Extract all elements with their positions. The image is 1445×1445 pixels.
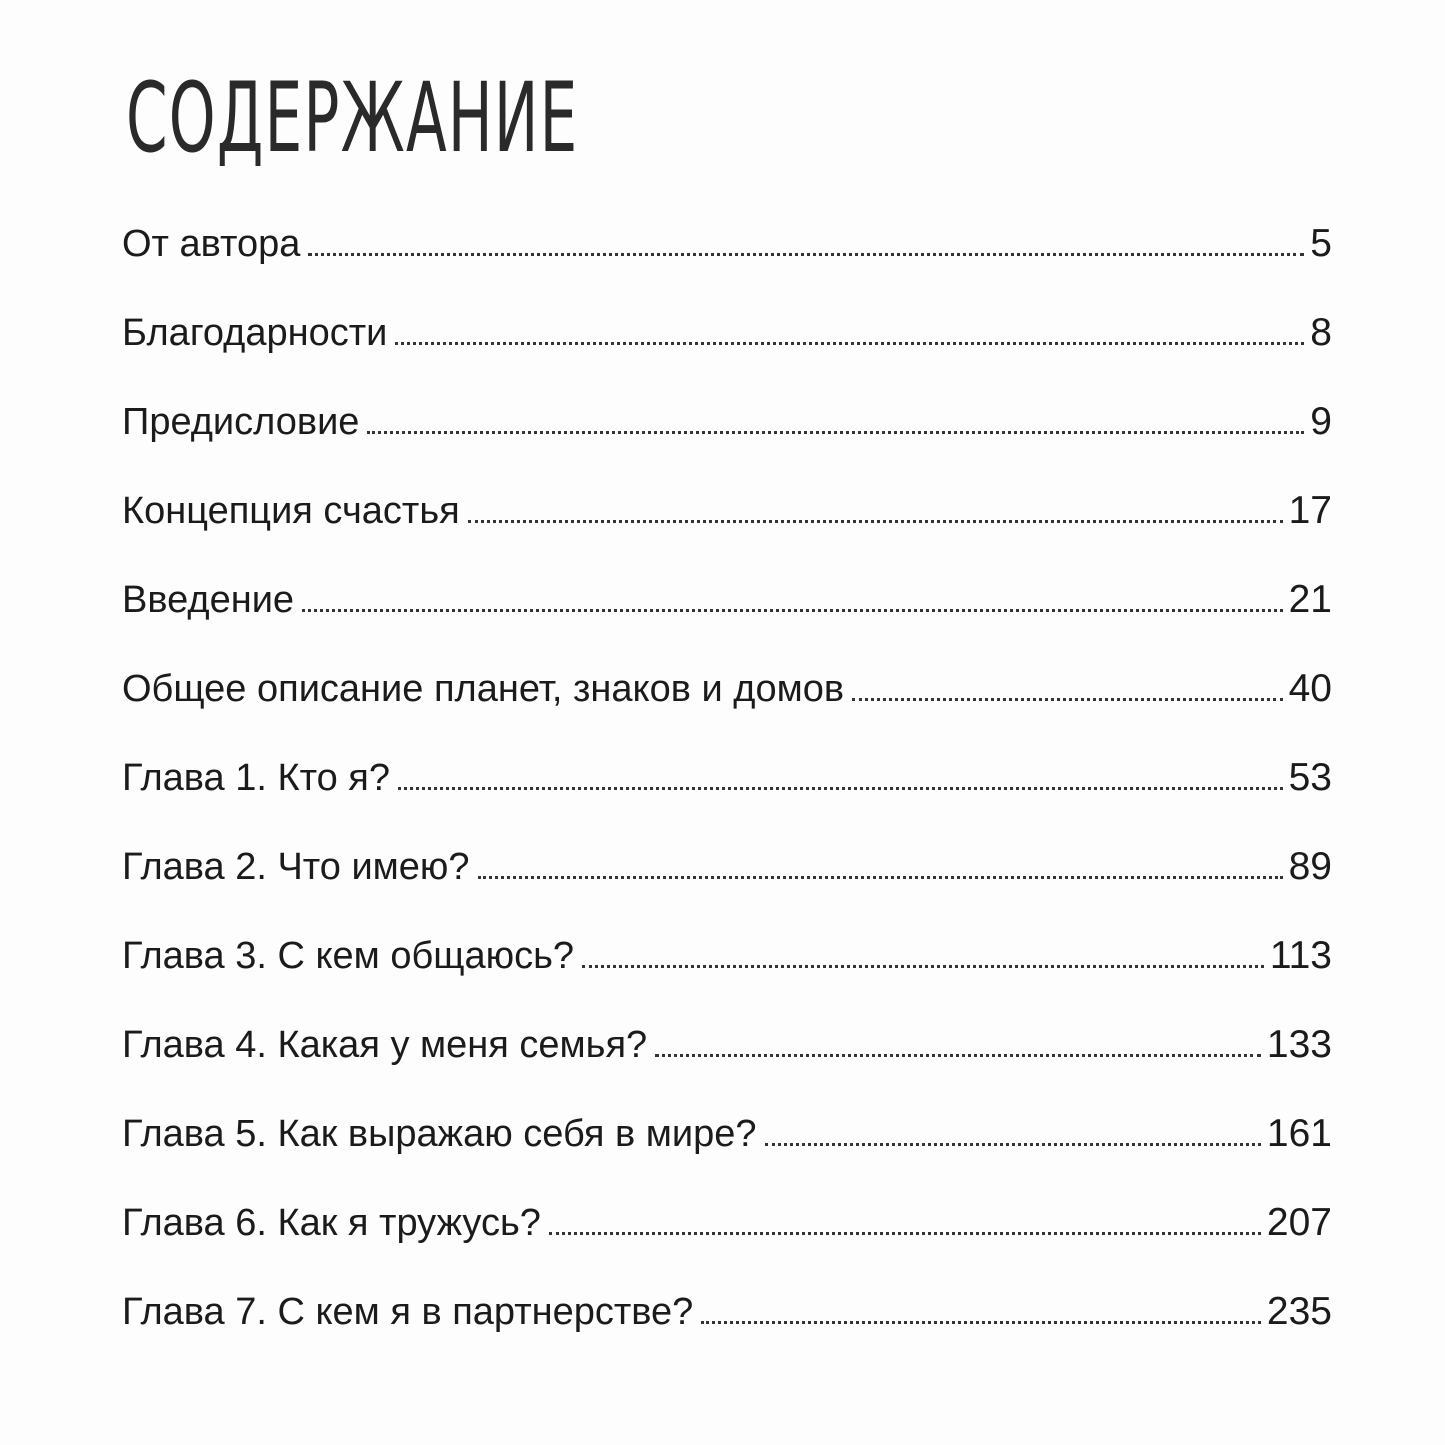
toc-entry-page: 53 [1288,756,1332,799]
page-title: СОДЕРЖАНИЕ [126,62,579,174]
toc-entry: Глава 2. Что имею? 89 [122,845,1332,934]
dot-leader [367,431,1305,434]
toc-entry: Общее описание планет, знаков и домов 40 [122,667,1332,756]
dot-leader [852,698,1283,701]
toc-entry: Предисловие 9 [122,400,1332,489]
toc-entry-page: 17 [1288,489,1332,532]
toc-entry: Глава 7. С кем я в партнерстве? 235 [122,1290,1332,1379]
toc-entry-title: Введение [122,579,295,621]
dot-leader [397,787,1283,790]
toc-entry-page: 235 [1266,1290,1332,1333]
toc-entry-title: Глава 5. Как выражаю себя в мире? [122,1113,757,1155]
dot-leader [655,1054,1261,1057]
toc-entry-title: Общее описание планет, знаков и домов [122,668,845,710]
dot-leader [395,342,1305,345]
toc-entry: Благодарности 8 [122,311,1332,400]
toc-entry-page: 89 [1288,845,1332,888]
toc-entry-title: Концепция счастья [122,490,460,532]
dot-leader [477,876,1283,879]
toc-entry-page: 9 [1310,400,1332,443]
table-of-contents: От автора 5 Благодарности 8 Предисловие 9 Конц… [122,222,1332,1379]
dot-leader [582,965,1264,968]
toc-entry-page: 5 [1310,222,1332,265]
dot-leader [701,1321,1261,1324]
dot-leader [548,1232,1261,1235]
dot-leader [308,253,1305,256]
toc-entry-title: Глава 4. Какая у меня семья? [122,1024,648,1066]
toc-entry: Глава 1. Кто я? 53 [122,756,1332,845]
toc-entry: Глава 5. Как выражаю себя в мире? 161 [122,1112,1332,1201]
toc-entry-title: Глава 1. Кто я? [122,757,390,799]
dot-leader [302,609,1283,612]
toc-entry-title: Глава 3. С кем общаюсь? [122,935,575,977]
toc-entry: Концепция счастья 17 [122,489,1332,578]
toc-entry-page: 21 [1288,578,1332,621]
toc-entry-page: 207 [1266,1201,1332,1244]
toc-entry-page: 161 [1266,1112,1332,1155]
toc-entry: Введение 21 [122,578,1332,667]
dot-leader [764,1143,1261,1146]
toc-entry-title: От автора [122,223,301,265]
toc-entry-title: Глава 6. Как я тружусь? [122,1202,541,1244]
toc-entry-page: 8 [1310,311,1332,354]
toc-entry-title: Предисловие [122,401,360,443]
toc-entry: Глава 6. Как я тружусь? 207 [122,1201,1332,1290]
toc-entry-page: 113 [1269,934,1332,977]
dot-leader [467,520,1283,523]
toc-entry-title: Благодарности [122,312,388,354]
toc-entry-title: Глава 2. Что имею? [122,846,470,888]
toc-entry: Глава 3. С кем общаюсь? 113 [122,934,1332,1023]
toc-entry: Глава 4. Какая у меня семья? 133 [122,1023,1332,1112]
toc-entry-page: 40 [1288,667,1332,710]
toc-entry: От автора 5 [122,222,1332,311]
toc-entry-page: 133 [1266,1023,1332,1066]
toc-entry-title: Глава 7. С кем я в партнерстве? [122,1291,694,1333]
